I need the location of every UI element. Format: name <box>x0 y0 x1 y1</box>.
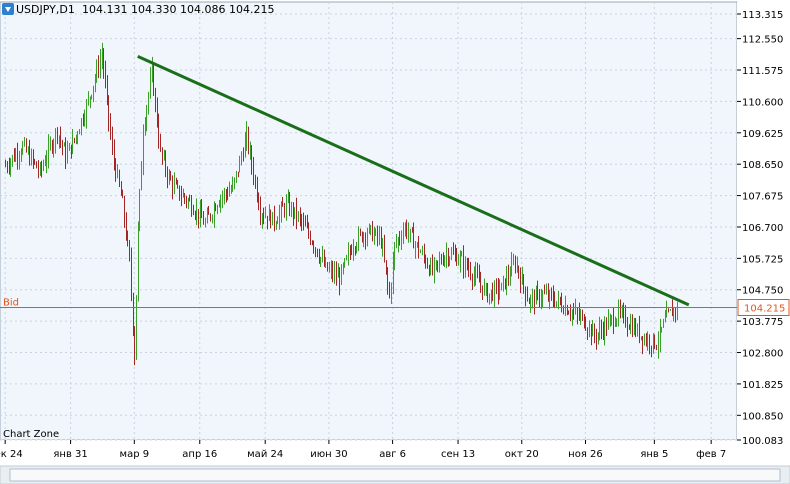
bid-price-tag <box>737 299 790 316</box>
x-tick-label: мар 9 <box>120 449 150 460</box>
x-tick-label: авг 6 <box>379 449 406 460</box>
time-axis[interactable] <box>0 440 790 466</box>
chart-zone-watermark: Chart Zone <box>3 429 59 440</box>
price-axis-labels: 113.315 112.550 111.575 110.600 109.625 108.6… <box>737 10 783 447</box>
header-symbol: USDJPY,D1 <box>16 3 75 16</box>
y-tick-label: 105.725 <box>742 254 783 265</box>
grid-layer <box>0 2 737 441</box>
y-tick-label: 109.625 <box>742 129 783 140</box>
y-tick-label: 100.083 <box>742 436 783 447</box>
x-tick-label: апр 16 <box>182 449 217 460</box>
x-tick-label: фев 7 <box>696 449 726 460</box>
x-tick-label: дек 24 <box>0 449 23 460</box>
x-tick-label: янв 5 <box>640 449 668 460</box>
y-tick-label: 111.575 <box>742 66 783 77</box>
trendline[interactable] <box>137 54 690 307</box>
x-tick-label: янв 31 <box>53 449 87 460</box>
x-tick-label: окт 20 <box>505 449 539 460</box>
y-tick-label: 112.550 <box>742 35 783 46</box>
y-tick-label: 113.315 <box>742 10 783 21</box>
y-tick-label: 106.700 <box>742 223 783 234</box>
y-tick-label: 100.850 <box>742 411 783 422</box>
header-open: 104.131 <box>82 3 128 16</box>
header-high: 104.330 <box>131 3 177 16</box>
ohlc-bars <box>5 42 678 366</box>
y-tick-label: 110.600 <box>742 97 783 108</box>
header-close: 104.215 <box>229 3 275 16</box>
x-tick-label: май 24 <box>247 449 283 460</box>
y-tick-label: 101.825 <box>742 380 783 391</box>
y-tick-label: 108.650 <box>742 160 783 171</box>
y-tick-label: 103.775 <box>742 317 783 328</box>
x-tick-label: июн 30 <box>310 449 347 460</box>
y-tick-label: 104.750 <box>742 286 783 297</box>
price-axis[interactable] <box>737 2 790 440</box>
down-arrow-icon <box>5 7 11 12</box>
time-axis-labels: дек 24 янв 31 мар 9 апр 16 май 24 июн 30 авг 6… <box>0 440 726 460</box>
x-tick-label: ноя 26 <box>568 449 603 460</box>
y-tick-label: 102.800 <box>742 349 783 360</box>
y-tick-label: 107.675 <box>742 192 783 203</box>
header-low: 104.086 <box>180 3 226 16</box>
plot-area[interactable] <box>0 1 738 441</box>
scrollbar-thumb[interactable] <box>9 468 781 482</box>
x-tick-label: сен 13 <box>441 449 475 460</box>
trendline-layer <box>137 54 690 307</box>
bid-label: Bid <box>3 298 19 309</box>
bid-price-tag-value: 104.215 <box>744 304 785 315</box>
